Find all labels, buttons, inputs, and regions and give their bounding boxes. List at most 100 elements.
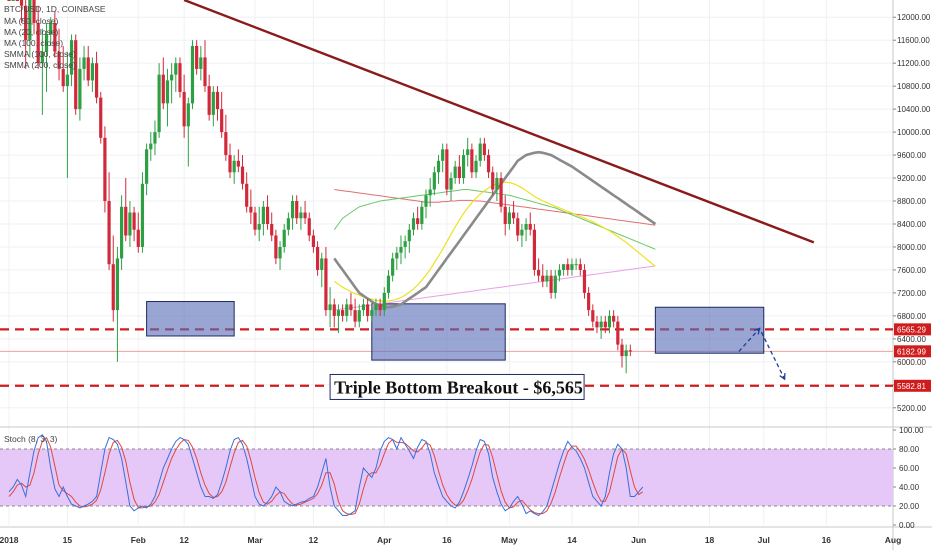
candle	[49, 17, 53, 46]
candle	[357, 304, 361, 328]
candle-body	[520, 229, 524, 236]
candle	[599, 315, 603, 339]
candle-body	[395, 252, 399, 259]
candle	[562, 264, 566, 276]
time-tick-label: 2018	[0, 535, 19, 545]
candle-body	[603, 321, 607, 328]
candle-body	[136, 229, 140, 247]
candle	[441, 143, 445, 173]
projection-arrowhead-up	[753, 327, 761, 335]
candle	[520, 223, 524, 247]
candle	[399, 235, 403, 265]
candle-body	[211, 91, 215, 115]
candle-body	[94, 63, 99, 98]
candle	[28, 0, 32, 58]
stoch-tick-label: 100.00	[899, 426, 924, 435]
candle	[382, 287, 386, 316]
candle-body	[78, 68, 82, 110]
legend-ma20: MA (20, close)	[4, 27, 58, 37]
legend-layer: BTC/USD, 1D, COINBASE MA (50, close) MA …	[4, 4, 106, 444]
candle-layer	[7, 0, 632, 374]
candle-body	[470, 149, 474, 173]
candle	[99, 91, 103, 144]
candle-body	[374, 304, 378, 311]
price-tick-label: 11200.00	[897, 59, 930, 68]
candle-body	[370, 310, 374, 316]
candle	[345, 298, 349, 322]
price-tick-label: 7600.00	[897, 266, 926, 275]
candle	[61, 45, 65, 92]
candle-body	[261, 206, 265, 224]
candle-body	[274, 235, 278, 259]
candle	[315, 241, 320, 276]
time-tick-label: 16	[822, 535, 832, 545]
candle-body	[549, 275, 553, 293]
candle-body	[416, 218, 420, 224]
candle-body	[190, 45, 195, 104]
price-tick-label: 7200.00	[897, 289, 926, 298]
candle-body	[270, 223, 274, 236]
candle	[411, 212, 416, 236]
legend-ma100: MA (100, close)	[4, 38, 63, 48]
candle	[578, 258, 582, 276]
candle	[232, 155, 236, 184]
candle	[566, 258, 570, 276]
price-badge-label-2: 5582.81	[897, 382, 926, 391]
candle-body	[236, 160, 240, 167]
time-tick-label: Aug	[885, 535, 902, 545]
candle	[65, 51, 69, 179]
candle	[103, 126, 107, 213]
candle	[157, 63, 161, 138]
candle	[361, 298, 366, 316]
candle-body	[366, 304, 370, 316]
candle	[328, 287, 332, 328]
candle-body	[466, 149, 470, 156]
candle-body	[432, 172, 436, 190]
candle-body	[578, 264, 582, 270]
candle	[307, 212, 311, 242]
candle-body	[174, 63, 178, 75]
candle	[341, 304, 345, 322]
candle	[253, 206, 257, 236]
candle	[57, 28, 61, 81]
candle-body	[332, 304, 336, 316]
candle	[115, 246, 120, 362]
candle	[620, 338, 624, 368]
candle-body	[503, 206, 507, 224]
price-badge-bg-0	[894, 323, 931, 336]
stoch-band-layer	[0, 448, 893, 507]
candle-body	[124, 206, 128, 236]
candle	[474, 155, 478, 179]
candle-body	[15, 0, 19, 1]
candle-body	[399, 246, 403, 253]
candle	[403, 235, 407, 259]
candle-body	[349, 304, 353, 311]
candle	[24, 0, 28, 69]
candle	[603, 315, 607, 334]
candle-body	[115, 258, 120, 311]
candle	[190, 40, 195, 110]
price-tick-label: 8800.00	[897, 197, 926, 206]
candle	[612, 310, 616, 328]
candle	[453, 160, 457, 184]
candle-body	[491, 172, 495, 190]
candle-body	[628, 350, 632, 352]
candle	[478, 137, 482, 167]
candle-body	[386, 275, 391, 293]
candle-body	[607, 315, 612, 328]
time-tick-label: 14	[567, 535, 577, 545]
price-tick-label: 5200.00	[897, 404, 926, 413]
smma200-line	[333, 150, 657, 309]
candle	[303, 201, 307, 224]
candle-body	[574, 264, 578, 266]
candle-body	[403, 241, 407, 247]
price-tick-label: 6800.00	[897, 312, 926, 321]
candle-body	[566, 264, 570, 270]
ma20-line	[333, 181, 656, 303]
candle	[507, 206, 511, 230]
price-tick-label: 9200.00	[897, 174, 926, 183]
candle	[374, 298, 378, 316]
price-tick-label: 10000.00	[897, 128, 931, 137]
price-tick-label: 11600.00	[897, 36, 930, 45]
time-tick-label: Mar	[247, 535, 263, 545]
